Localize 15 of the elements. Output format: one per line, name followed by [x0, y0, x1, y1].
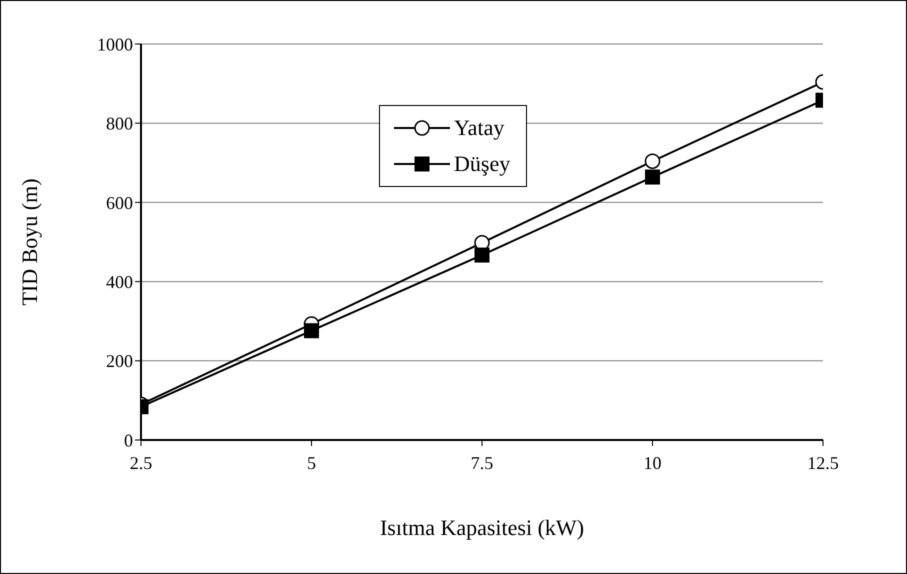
- y-tick-label: 600: [106, 192, 133, 213]
- legend-label: Yatay: [454, 115, 504, 141]
- y-tick-label: 400: [106, 272, 133, 292]
- x-tick-label: 2.5: [130, 452, 152, 473]
- x-tick-label: 7.5: [470, 452, 494, 473]
- x-axis-title: Isıtma Kapasitesi (kW): [380, 515, 584, 540]
- y-tick-label: 200: [106, 351, 133, 372]
- x-tick-label: 10: [644, 452, 662, 473]
- x-tick-label: 12.5: [807, 452, 839, 473]
- y-tick-label: 0: [124, 430, 133, 450]
- y-tick-label: 1000: [97, 34, 133, 54]
- legend-label: Düşey: [454, 151, 510, 177]
- y-axis-title: TID Boyu (m): [16, 178, 42, 306]
- y-tick-label: 800: [106, 114, 133, 134]
- x-tick-label: 5: [307, 452, 316, 473]
